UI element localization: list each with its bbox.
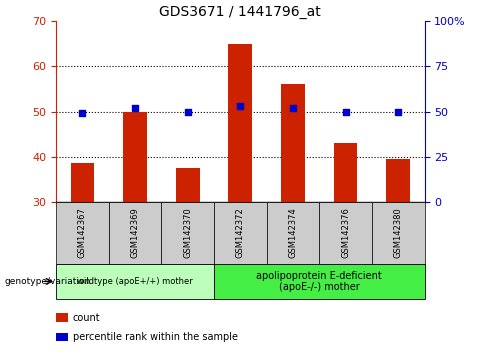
Point [184,109,192,114]
Bar [176,168,200,202]
Bar [334,143,357,202]
Text: GSM142369: GSM142369 [131,207,140,258]
Text: GSM142374: GSM142374 [288,207,298,258]
Point [289,105,297,111]
Title: GDS3671 / 1441796_at: GDS3671 / 1441796_at [160,5,321,19]
Text: GSM142380: GSM142380 [394,207,403,258]
Text: genotype/variation: genotype/variation [5,277,91,286]
Bar [319,202,372,264]
Bar [386,159,410,202]
Text: count: count [73,313,101,323]
Bar [214,264,425,299]
Bar [281,85,305,202]
Bar [56,202,109,264]
Text: apolipoprotein E-deficient
(apoE-/-) mother: apolipoprotein E-deficient (apoE-/-) mot… [256,270,382,292]
Text: GSM142376: GSM142376 [341,207,350,258]
Text: GSM142372: GSM142372 [236,207,245,258]
Bar [56,333,68,341]
Bar [123,112,147,202]
Bar [56,313,68,322]
Bar [162,202,214,264]
Text: wildtype (apoE+/+) mother: wildtype (apoE+/+) mother [77,277,193,286]
Text: GSM142370: GSM142370 [183,207,192,258]
Point [342,109,349,114]
Point [131,105,139,111]
Point [237,103,244,109]
Bar [266,202,319,264]
Bar [109,202,162,264]
Bar [372,202,425,264]
Point [79,110,86,116]
Bar [228,44,252,202]
Bar [56,264,214,299]
Bar [71,164,94,202]
Bar [214,202,266,264]
Point [394,109,402,114]
Text: GSM142367: GSM142367 [78,207,87,258]
Text: percentile rank within the sample: percentile rank within the sample [73,332,238,342]
